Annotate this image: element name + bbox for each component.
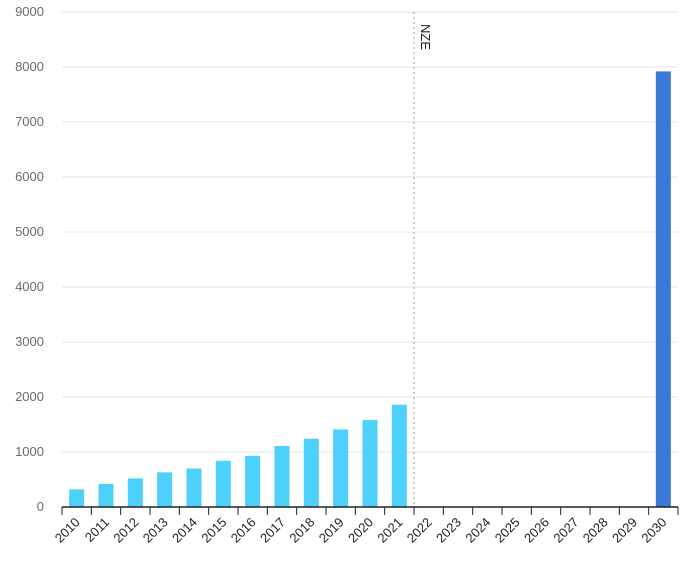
x-tick-label: 2026 (521, 515, 552, 546)
y-tick-label: 4000 (15, 279, 44, 294)
x-tick-label: 2016 (228, 515, 259, 546)
x-tick-label: 2012 (110, 515, 141, 546)
x-tick-label: 2015 (198, 515, 229, 546)
x-tick-label: 2030 (638, 515, 669, 546)
grid-lines (62, 11, 678, 453)
bar-2015 (215, 460, 231, 507)
nze-marker: NZE (413, 12, 433, 507)
x-tick-label: 2022 (404, 515, 435, 546)
y-tick-label: 0 (37, 499, 44, 514)
y-tick-label: 6000 (15, 169, 44, 184)
x-axis: 2010201120122013201420152016201720182019… (52, 506, 679, 546)
bar-2012 (127, 478, 143, 507)
bar-2016 (245, 455, 261, 507)
y-tick-label: 9000 (15, 4, 44, 19)
x-tick-label: 2024 (462, 515, 493, 546)
x-tick-label: 2021 (374, 515, 405, 546)
x-tick-label: 2014 (169, 515, 200, 546)
bar-2014 (186, 468, 202, 507)
x-tick-label: 2017 (257, 515, 288, 546)
x-tick-label: 2019 (316, 515, 347, 546)
x-tick-label: 2027 (550, 515, 581, 546)
y-axis-ticks: 0 1000 2000 3000 4000 5000 6000 7000 8000 9000 (15, 4, 44, 514)
y-tick-label: 3000 (15, 334, 44, 349)
y-tick-label: 7000 (15, 114, 44, 129)
y-tick-label: 5000 (15, 224, 44, 239)
y-tick-label: 2000 (15, 389, 44, 404)
x-tick-label: 2023 (433, 515, 464, 546)
y-tick-label: 8000 (15, 59, 44, 74)
x-tick-label: 2029 (609, 515, 640, 546)
x-tick-label: 2010 (52, 515, 83, 546)
bar-2010 (69, 489, 85, 507)
bar-2013 (157, 472, 173, 507)
bar-2021 (391, 404, 407, 507)
x-tick-label: 2013 (140, 515, 171, 546)
nze-label: NZE (418, 24, 433, 50)
x-tick-label: 2018 (286, 515, 317, 546)
x-tick-label: 2020 (345, 515, 376, 546)
x-tick-label: 2011 (82, 515, 112, 545)
bar-2020 (362, 420, 378, 507)
bar-2018 (303, 438, 319, 507)
bar-2030 (655, 71, 671, 508)
x-tick-label: 2025 (492, 515, 523, 546)
bar-2011 (98, 483, 114, 507)
x-tick-label: 2028 (580, 515, 611, 546)
bars (69, 71, 671, 508)
bar-2019 (333, 429, 349, 507)
bar-2017 (274, 445, 290, 507)
y-tick-label: 1000 (15, 444, 44, 459)
